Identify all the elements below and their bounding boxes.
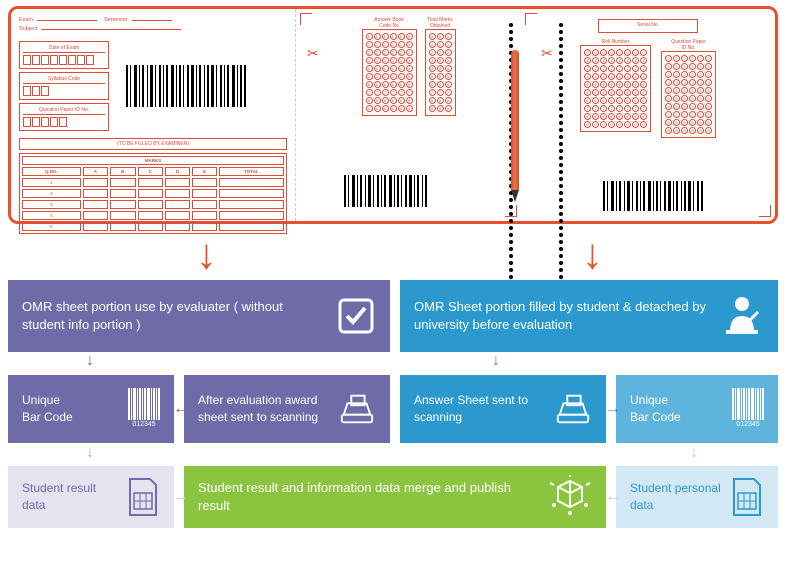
- evaluator-box: OMR sheet portion use by evaluater ( wit…: [8, 280, 390, 352]
- omr-left-panel: Exam Semester Subject Date of Exam Sylla…: [11, 9, 296, 221]
- result-data-text: Student result data: [22, 480, 118, 514]
- unique-barcode-right: Unique Bar Code 012345: [616, 375, 778, 443]
- student-box: OMR Sheet portion filled by student & de…: [400, 280, 778, 352]
- barcode-mid: [344, 175, 474, 207]
- arrow-right-icon: →: [605, 400, 621, 418]
- after-eval-text: After evaluation award sheet sent to sca…: [198, 392, 330, 426]
- spreadsheet-icon: [126, 477, 160, 517]
- examiner-header: (TO BE FILLED BY EXAMINER): [19, 138, 287, 150]
- arrow-down-icon: ↓: [690, 444, 698, 462]
- arrow-down-icon: ↓: [86, 444, 94, 462]
- checkbox-icon: [336, 296, 376, 336]
- barcode-icon: 012345: [128, 388, 160, 430]
- bubble-grid-qpid: 0000001111112222223333334444445555556666…: [661, 51, 716, 138]
- exam-label: Exam: [19, 17, 33, 23]
- evaluator-text: OMR sheet portion use by evaluater ( wit…: [22, 298, 322, 334]
- bubble-grid-marks: 000111222333444555666777888999: [425, 29, 456, 116]
- arrow-down-icon: ↓: [196, 230, 217, 278]
- subject-label: Subject: [19, 26, 37, 32]
- arrow-down-icon: ↓: [492, 352, 500, 370]
- unique-barcode-left: Unique Bar Code 012345: [8, 375, 174, 443]
- unique-bc-text: Unique Bar Code: [630, 392, 681, 426]
- omr-mid-panel: Answer Book Code No 00000011111122222233…: [296, 9, 521, 221]
- personal-data-box: Student personal data: [616, 466, 778, 528]
- omr-sheet-container: Exam Semester Subject Date of Exam Sylla…: [8, 6, 778, 224]
- answer-book-label: Answer Book Code No: [362, 17, 417, 29]
- spreadsheet-icon: [730, 477, 764, 517]
- student-writing-icon: [720, 294, 764, 338]
- result-data-box: Student result data: [8, 466, 174, 528]
- cube-merge-icon: [548, 475, 592, 519]
- scanner-icon: [338, 390, 376, 428]
- personal-data-text: Student personal data: [630, 480, 722, 514]
- date-of-exam-box: Date of Exam: [19, 41, 109, 69]
- student-text: OMR Sheet portion filled by student & de…: [414, 298, 712, 334]
- total-marks-label: Total Marks Obtained: [425, 17, 456, 29]
- semester-label: Semester: [104, 17, 128, 23]
- after-eval-box: After evaluation award sheet sent to sca…: [184, 375, 390, 443]
- bubble-grid-answer: 0000001111112222223333334444445555556666…: [362, 29, 417, 116]
- qpid-label: Question Paper ID No.: [661, 39, 716, 51]
- arrow-down-icon: ↓: [582, 230, 603, 278]
- arrow-right-icon: →: [173, 488, 189, 506]
- scissors-icon: ✂: [307, 45, 319, 62]
- arrow-left-icon: ←: [173, 400, 189, 418]
- answer-sheet-box: Answer Sheet sent to scanning: [400, 375, 606, 443]
- barcode-right: [603, 181, 763, 211]
- barcode-left: [126, 65, 276, 107]
- scanner-icon: [554, 390, 592, 428]
- syllabus-code-box: Syllabus Code: [19, 72, 109, 100]
- qpid-box: Question Paper ID No.: [19, 103, 109, 131]
- barcode-icon: 012345: [732, 388, 764, 430]
- serial-no-box: Serial No.: [598, 19, 698, 33]
- answer-sheet-text: Answer Sheet sent to scanning: [414, 392, 544, 426]
- scissors-icon: ✂: [541, 45, 553, 62]
- arrow-left-icon: ←: [605, 488, 621, 506]
- pen-graphic: [508, 50, 522, 220]
- merge-box: Student result and information data merg…: [184, 466, 606, 528]
- arrow-down-icon: ↓: [86, 352, 94, 370]
- bubble-grid-roll: 0000000011111111222222223333333344444444…: [580, 45, 651, 132]
- unique-bc-text: Unique Bar Code: [22, 392, 73, 426]
- marks-table: MARKS Q.NO.ABCDETOTAL 12345: [19, 153, 287, 234]
- merge-text: Student result and information data merg…: [198, 479, 528, 515]
